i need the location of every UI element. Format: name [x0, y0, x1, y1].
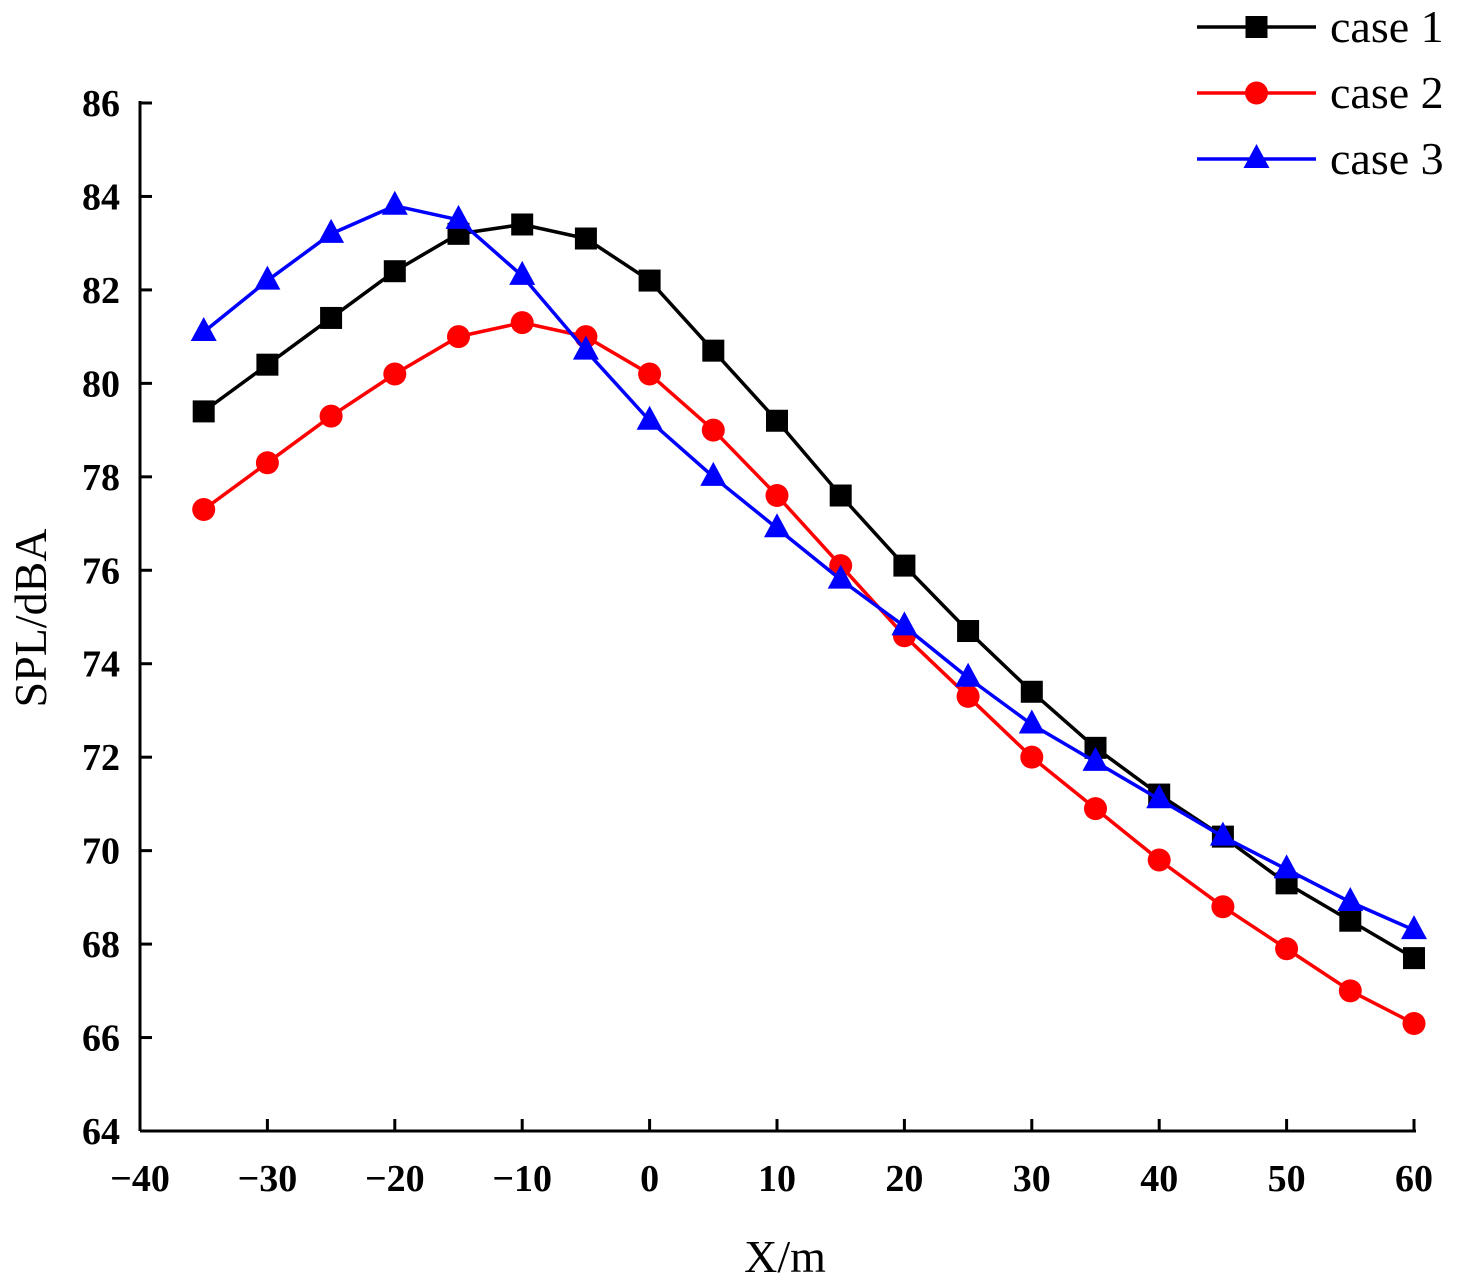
- data-point-case-1: [957, 620, 980, 643]
- x-tick-label: 0: [640, 1158, 659, 1200]
- series-case-2: [192, 311, 1426, 1036]
- data-point-case-1: [383, 260, 406, 283]
- data-point-case-1: [893, 554, 916, 577]
- data-point-case-1: [829, 484, 852, 507]
- data-point-case-1: [702, 339, 725, 362]
- legend-label: case 1: [1330, 1, 1444, 52]
- legend-marker: [1245, 81, 1268, 105]
- data-point-case-2: [1402, 1012, 1426, 1036]
- y-axis-title: SPL/dBA: [5, 529, 56, 708]
- data-point-case-3: [891, 611, 918, 636]
- data-point-case-3: [509, 260, 536, 285]
- data-point-case-1: [638, 269, 661, 292]
- data-point-case-3: [1146, 784, 1173, 809]
- data-point-case-3: [636, 405, 663, 430]
- data-point-case-3: [764, 513, 790, 538]
- data-point-case-3: [445, 204, 472, 229]
- data-point-case-1: [320, 306, 343, 329]
- legend-label: case 3: [1330, 133, 1444, 184]
- data-point-case-1: [256, 353, 279, 376]
- data-point-case-3: [1018, 709, 1045, 734]
- data-point-case-1: [1020, 680, 1043, 703]
- data-point-case-2: [1147, 848, 1171, 872]
- y-tick-label: 68: [82, 924, 120, 966]
- y-tick-label: 76: [82, 550, 120, 592]
- data-point-case-2: [1020, 745, 1044, 769]
- data-point-case-3: [254, 265, 281, 290]
- data-point-case-3: [1337, 887, 1364, 912]
- x-tick-label: −40: [110, 1158, 170, 1200]
- series-line-case-1: [202, 222, 1415, 960]
- data-point-case-2: [319, 404, 343, 428]
- y-tick-label: 64: [82, 1111, 120, 1153]
- data-point-case-2: [765, 484, 789, 508]
- data-point-case-3: [827, 564, 854, 589]
- series-line-case-2: [202, 320, 1415, 1026]
- data-point-case-1: [1403, 947, 1425, 970]
- y-tick-label: 70: [82, 831, 120, 873]
- data-point-case-2: [1338, 979, 1362, 1003]
- legend-marker: [1243, 144, 1270, 168]
- x-tick-label: 50: [1268, 1158, 1306, 1200]
- legend-label: case 2: [1330, 67, 1444, 118]
- data-point-case-3: [318, 218, 345, 243]
- data-point-case-2: [510, 311, 534, 335]
- y-tick-label: 72: [82, 737, 120, 779]
- data-point-case-2: [956, 684, 980, 708]
- data-point-case-2: [255, 451, 279, 475]
- y-tick-label: 84: [82, 176, 120, 218]
- legend-item-case-1: case 1: [1197, 1, 1444, 52]
- y-tick-label: 82: [82, 270, 120, 312]
- x-tick-label: 60: [1395, 1158, 1433, 1200]
- axes: −40 −30 −20 −10 0 10 20 30 40 50 60 64 66 68 70 72 74 76 7…: [82, 83, 1433, 1200]
- series-case-3: [190, 190, 1427, 940]
- data-point-case-3: [1209, 821, 1236, 846]
- y-tick-label: 78: [82, 457, 120, 499]
- data-point-case-3: [1273, 854, 1300, 879]
- data-point-case-2: [701, 418, 725, 442]
- y-tick-label: 80: [82, 363, 120, 405]
- series-line-case-3: [202, 204, 1415, 932]
- data-point-case-2: [1275, 937, 1299, 961]
- series-layer: [190, 190, 1427, 1036]
- data-point-case-2: [447, 325, 470, 349]
- y-tick-label: 66: [82, 1018, 120, 1060]
- data-point-case-3: [700, 461, 727, 486]
- x-tick-label: −30: [238, 1158, 298, 1200]
- data-point-case-1: [766, 409, 788, 432]
- legend: case 1 case 2 case 3: [1197, 1, 1444, 184]
- y-tick-label: 86: [82, 83, 120, 125]
- data-point-case-2: [1084, 797, 1107, 821]
- data-point-case-3: [381, 190, 408, 215]
- x-tick-label: 30: [1013, 1158, 1051, 1200]
- data-point-case-3: [1401, 915, 1427, 940]
- data-point-case-2: [383, 362, 407, 386]
- data-point-case-1: [574, 227, 597, 250]
- data-point-case-2: [1211, 895, 1235, 919]
- data-point-case-1: [1339, 909, 1362, 932]
- data-point-case-3: [572, 335, 599, 360]
- data-point-case-1: [192, 400, 215, 423]
- legend-marker: [1245, 16, 1268, 38]
- data-point-case-3: [190, 316, 217, 341]
- data-point-case-2: [192, 498, 216, 522]
- legend-item-case-2: case 2: [1197, 67, 1444, 118]
- x-tick-label: 10: [758, 1158, 796, 1200]
- data-point-case-1: [511, 213, 534, 236]
- data-point-case-3: [955, 662, 982, 687]
- y-tick-label: 74: [82, 644, 120, 686]
- data-point-case-3: [1082, 746, 1109, 771]
- x-axis-title: X/m: [744, 1231, 826, 1282]
- x-tick-label: 20: [885, 1158, 923, 1200]
- x-tick-label: 40: [1140, 1158, 1178, 1200]
- legend-item-case-3: case 3: [1197, 133, 1444, 184]
- x-tick-label: −10: [492, 1158, 552, 1200]
- series-case-1: [192, 213, 1425, 970]
- data-point-case-2: [638, 362, 662, 386]
- x-tick-label: −20: [365, 1158, 425, 1200]
